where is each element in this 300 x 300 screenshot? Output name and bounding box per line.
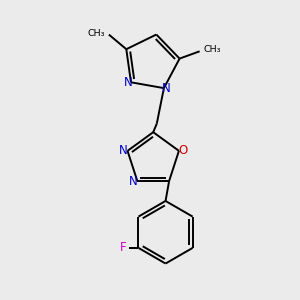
- Text: N: N: [162, 82, 171, 94]
- Text: N: N: [124, 76, 133, 89]
- Text: CH₃: CH₃: [88, 29, 105, 38]
- Text: CH₃: CH₃: [203, 45, 221, 54]
- Text: F: F: [119, 242, 126, 254]
- Text: O: O: [178, 144, 188, 158]
- Text: N: N: [119, 144, 128, 158]
- Text: N: N: [129, 175, 137, 188]
